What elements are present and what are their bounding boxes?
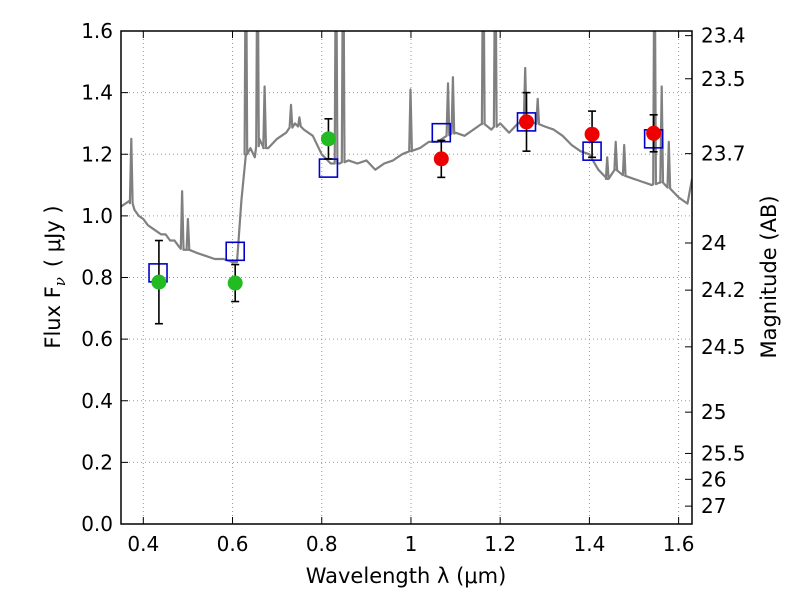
grid-lines (121, 31, 692, 524)
x-tick-label: 1.6 (663, 532, 695, 556)
optical-data-point (320, 131, 336, 147)
right-tick-label: 23.4 (701, 24, 746, 48)
y-axis-label-right: Magnitude (AB) (757, 195, 781, 358)
right-tick-label: 27 (701, 494, 726, 518)
x-tick-label: 1.4 (573, 532, 605, 556)
y-axis-label-left: Flux Fν ( μJy ) (41, 205, 69, 348)
y-tick-label: 0.8 (81, 266, 113, 290)
optical-data-point (151, 274, 167, 290)
y-tick-label: 1.6 (81, 19, 113, 43)
axis-ticks: 0.4 0.6 0.8 1 1.2 1.4 1.6 0.0 0.2 0.4 0.6 0.8 1.0 1.2… (81, 19, 745, 556)
nir-data-point (433, 151, 449, 167)
right-tick-label: 24.5 (701, 335, 746, 359)
nir-data-point (646, 125, 662, 141)
y-tick-label: 1.0 (81, 204, 113, 228)
right-tick-label: 23.7 (701, 142, 746, 166)
photometry-layer (148, 91, 664, 325)
flux-nu-subscript: ν (51, 277, 69, 286)
optical-data-point (227, 275, 243, 291)
y-tick-label: 0.0 (81, 512, 113, 536)
right-tick-label: 25.5 (701, 441, 746, 465)
y-tick-label: 1.2 (81, 142, 113, 166)
y-tick-label: 0.2 (81, 450, 113, 474)
plot-frame (120, 30, 693, 525)
nir-data-point (518, 114, 534, 130)
right-tick-label: 24 (701, 231, 726, 255)
x-axis-label: Wavelength λ (μm) (306, 564, 507, 588)
right-tick-label: 26 (701, 467, 726, 491)
flux-units: ( μJy ) (41, 205, 65, 267)
template-spectrum-line (121, 31, 692, 264)
right-tick-label: 24.2 (701, 278, 746, 302)
nir-data-point (584, 126, 600, 142)
y-tick-label: 1.4 (81, 81, 113, 105)
x-tick-label: 0.6 (217, 532, 249, 556)
right-tick-label: 23.5 (701, 67, 746, 91)
model-square-marker (225, 241, 245, 262)
template-spectrum-layer (121, 31, 692, 264)
x-tick-label: 0.4 (127, 532, 159, 556)
x-tick-label: 1.2 (484, 532, 516, 556)
x-tick-label: 0.8 (306, 532, 338, 556)
right-tick-label: 25 (701, 400, 726, 424)
y-tick-label: 0.6 (81, 327, 113, 351)
y-tick-label: 0.4 (81, 389, 113, 413)
flux-label-text: Flux F (41, 286, 65, 348)
x-tick-label: 1 (405, 532, 418, 556)
